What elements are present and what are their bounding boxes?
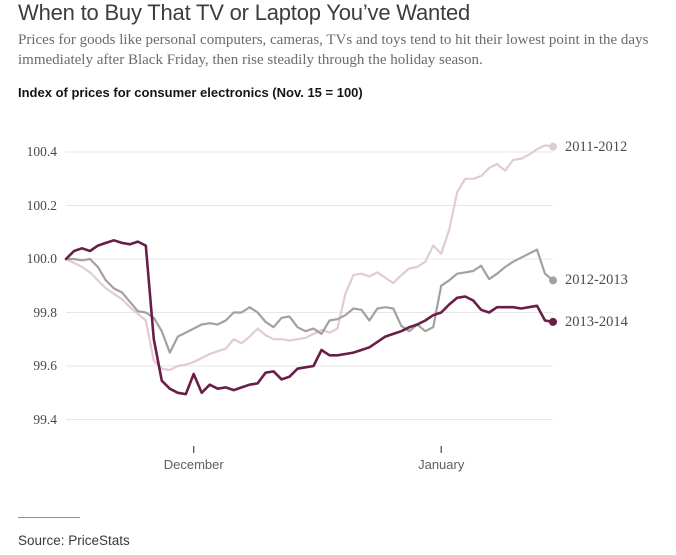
x-axis-tick-label-january: January bbox=[418, 457, 465, 472]
source-divider bbox=[18, 517, 80, 518]
y-axis-tick-label: 100.4 bbox=[26, 144, 57, 159]
legend-label-2011-2012: 2011-2012 bbox=[565, 138, 628, 155]
series-line-2011-2012 bbox=[64, 144, 555, 372]
y-axis-tick-label: 100.2 bbox=[26, 197, 57, 213]
chart-subtitle: Prices for goods like personal computers… bbox=[18, 32, 649, 68]
y-axis-tick-label: 100.0 bbox=[26, 251, 57, 266]
series-end-dot-2011-2012 bbox=[549, 142, 557, 151]
source-label: Source: PriceStats bbox=[18, 533, 130, 548]
y-axis-tick-label: 99.8 bbox=[33, 304, 57, 320]
y-axis-tick-label: 99.4 bbox=[33, 411, 57, 427]
x-axis-tick-label-december: December bbox=[163, 457, 224, 472]
y-axis-tick-label: 99.6 bbox=[33, 358, 57, 373]
chart-kicker: Index of prices for consumer electronics… bbox=[18, 85, 363, 100]
legend-label-2012-2013: 2012-2013 bbox=[565, 272, 628, 289]
series-end-dot-2012-2013 bbox=[549, 276, 557, 285]
page-title: When to Buy That TV or Laptop You’ve Wan… bbox=[18, 0, 471, 25]
series-end-dot-2013-2014 bbox=[549, 317, 557, 326]
legend-label-2013-2014: 2013-2014 bbox=[565, 313, 628, 330]
series-line-2012-2013 bbox=[64, 248, 555, 354]
series-line-2013-2014 bbox=[64, 239, 555, 396]
